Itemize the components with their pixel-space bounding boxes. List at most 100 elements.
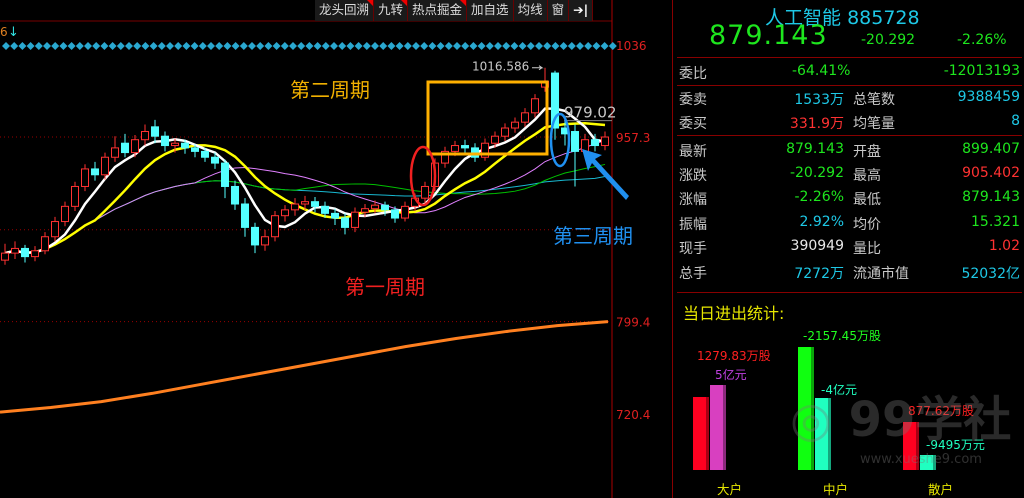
- diamond-marker: [231, 42, 240, 50]
- diamond-marker: [551, 42, 560, 50]
- diamond-marker: [125, 42, 133, 50]
- candlestick: [191, 144, 199, 158]
- stats-shares-label: 1279.83万股: [697, 349, 771, 363]
- diamond-marker: [75, 42, 84, 50]
- diamond-marker: [510, 42, 519, 50]
- row-value-2: 52032亿: [961, 266, 1020, 282]
- candlestick: [151, 119, 159, 144]
- candle-body: [201, 150, 209, 158]
- candle-body: [531, 98, 539, 114]
- candlestick: [371, 200, 379, 214]
- candle-body: [251, 226, 259, 246]
- diamond-marker: [264, 42, 273, 50]
- quote-row: 涨幅 -2.26% 最低 879.143: [677, 186, 1022, 210]
- stats-category: 大户: [717, 482, 743, 497]
- candle-body: [571, 131, 579, 152]
- candle-body: [331, 212, 339, 219]
- candle-body: [41, 236, 49, 252]
- row-value: 331.9万: [789, 116, 844, 132]
- diamond-marker: [453, 42, 461, 50]
- candle-body: [371, 204, 379, 210]
- candlestick: [271, 211, 279, 242]
- candle-body: [171, 142, 179, 147]
- row-value-2: 8: [1011, 113, 1020, 129]
- diamond-marker: [182, 42, 191, 50]
- candle-body: [121, 142, 129, 154]
- toolbar-button-longtou[interactable]: 龙头回溯: [315, 0, 375, 21]
- row-label: 最新: [679, 144, 707, 160]
- candlestick: [121, 133, 129, 158]
- stats-category: 散户: [928, 482, 954, 497]
- stats-title: 当日进出统计:: [683, 304, 785, 323]
- candle-body: [191, 147, 199, 152]
- row-value-2: 1.02: [988, 238, 1020, 254]
- cycle2-box: [426, 80, 549, 156]
- candlestick: [31, 246, 39, 262]
- diamond-marker: [51, 42, 60, 50]
- toolbar-button-window[interactable]: 窗: [547, 0, 570, 21]
- candlestick: [401, 201, 409, 222]
- diamond-marker: [10, 42, 19, 50]
- diamond-marker: [526, 42, 535, 50]
- toolbar-button-add-watchlist[interactable]: 加自选: [467, 0, 514, 21]
- stats-shares-label: 877.62万股: [908, 404, 974, 418]
- diamond-marker: [297, 42, 306, 50]
- candlestick: [251, 222, 259, 254]
- candlestick: [101, 152, 109, 180]
- candle-body: [351, 211, 359, 228]
- row-value-2: 9388459: [957, 89, 1020, 105]
- toolbar-button-redian[interactable]: 热点掘金: [408, 0, 468, 21]
- candle-body: [151, 126, 159, 137]
- diamond-marker: [174, 42, 183, 50]
- candlestick: [181, 139, 189, 154]
- candlestick: [201, 147, 209, 162]
- row-label-2: 均价: [853, 217, 881, 233]
- diamond-marker: [280, 42, 289, 50]
- toolbar-button-ma[interactable]: 均线: [513, 0, 548, 21]
- diamond-marker: [67, 42, 76, 50]
- divider: [677, 135, 1022, 136]
- candle-body: [441, 150, 449, 164]
- candlestick: [81, 164, 89, 192]
- diamond-marker: [141, 42, 150, 50]
- candlestick: [21, 244, 29, 263]
- quote-row: 振幅 2.92% 均价 15.321: [677, 211, 1022, 235]
- candlestick: [601, 131, 609, 151]
- diamond-marker: [379, 42, 388, 50]
- row-value: 390949: [790, 238, 844, 254]
- candlestick: [461, 139, 469, 154]
- diamond-marker: [223, 42, 232, 50]
- watermark-logo: ◎ 99学社: [790, 392, 1012, 448]
- row-label-2: 总笔数: [853, 92, 895, 108]
- candle-body: [311, 201, 319, 207]
- candle-body: [31, 250, 39, 258]
- diamond-marker: [43, 42, 51, 50]
- candlestick: [331, 208, 339, 226]
- cycle2-annotation: 第二周期: [290, 78, 370, 102]
- candle-body: [61, 205, 69, 223]
- diamond-marker: [592, 42, 601, 50]
- y-axis-label: 799.4: [616, 316, 650, 330]
- quote-row: 现手 390949 量比 1.02: [677, 235, 1022, 259]
- diamond-marker: [485, 42, 494, 50]
- candle-body: [381, 204, 389, 211]
- row-value: 1533万: [794, 92, 844, 108]
- stats-amount-label: -9495万元: [926, 438, 985, 452]
- arrow-right-bar-icon[interactable]: ➔|: [569, 0, 594, 21]
- kline-chart[interactable]: 6 ↓ 1036 957.3 799.4 720.4 1016.586 979.02 第二周期第…: [0, 0, 672, 498]
- diamond-marker: [239, 42, 248, 50]
- y-axis-label: 1036: [616, 39, 647, 53]
- toolbar-button-jiuzhuan[interactable]: 九转: [374, 0, 409, 21]
- candle-body: [451, 145, 459, 152]
- candle-body: [221, 162, 229, 187]
- diamond-marker: [403, 42, 412, 50]
- candle-body: [271, 215, 279, 238]
- diamond-marker: [100, 42, 109, 50]
- candlestick: [51, 216, 59, 242]
- divider: [677, 57, 1022, 58]
- quote-row: 委卖 1533万 总笔数 9388459: [677, 86, 1022, 110]
- quote-row: 涨跌 -20.292 最高 905.402: [677, 162, 1022, 186]
- diamond-marker: [420, 42, 429, 50]
- diamond-marker: [92, 42, 101, 50]
- price-change-pct: -2.26%: [957, 32, 1007, 48]
